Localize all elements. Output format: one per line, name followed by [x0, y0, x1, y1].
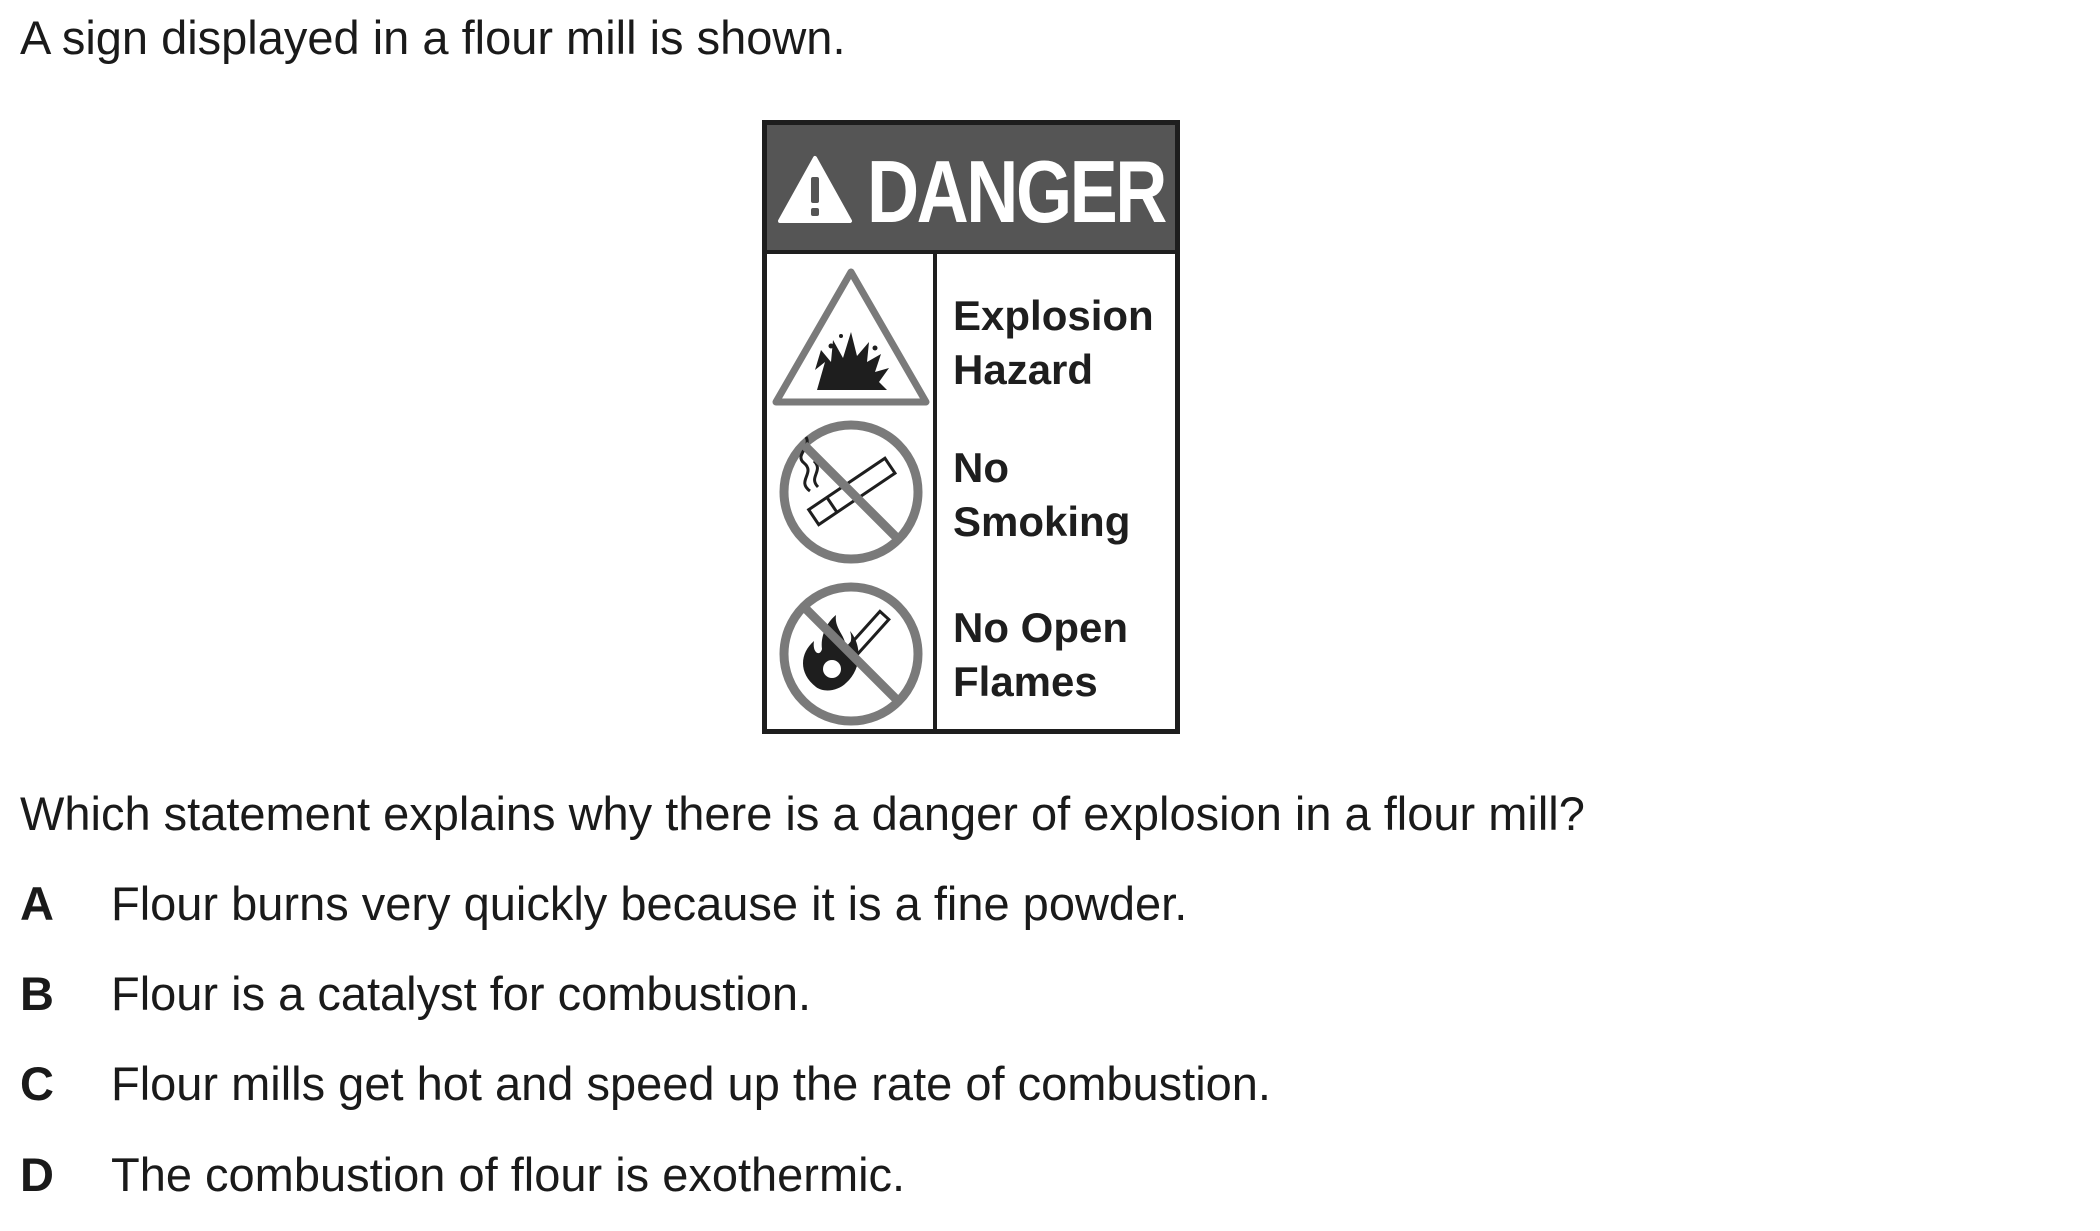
intro-text: A sign displayed in a flour mill is show…	[20, 11, 846, 64]
no-smoking-icon	[779, 420, 923, 564]
option-letter: D	[20, 1148, 54, 1201]
question-text: Which statement explains why there is a …	[20, 787, 1585, 840]
warning-icon	[778, 156, 852, 223]
sign-header: DANGER	[767, 125, 1175, 254]
option-text: Flour burns very quickly because it is a…	[111, 877, 1188, 930]
option-letter: C	[20, 1057, 54, 1110]
option-letter: A	[20, 877, 54, 930]
sign-label-no-open-flames: No Open Flames	[953, 604, 1128, 705]
option-text: Flour is a catalyst for combustion.	[111, 967, 812, 1020]
no-open-flames-icon	[779, 582, 923, 726]
option-text: The combustion of flour is exothermic.	[111, 1148, 906, 1201]
sign-label-no-smoking: No Smoking	[953, 444, 1131, 545]
option-text: Flour mills get hot and speed up the rat…	[111, 1057, 1271, 1110]
explosion-warning-icon	[772, 268, 930, 406]
sign-label-explosion: Explosion Hazard	[953, 292, 1154, 393]
danger-sign: DANGER Explosion Hazard No Smoking No Op…	[762, 120, 1180, 734]
sign-title: DANGER	[867, 142, 1167, 241]
sign-divider	[933, 254, 937, 734]
option-letter: B	[20, 967, 54, 1020]
